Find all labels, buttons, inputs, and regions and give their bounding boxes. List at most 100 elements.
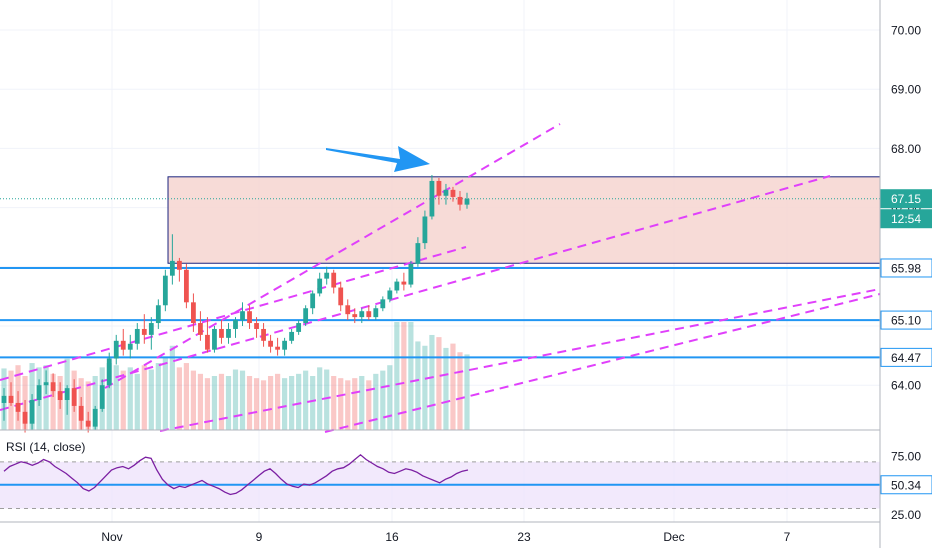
candle-body bbox=[99, 385, 105, 409]
candle-body bbox=[113, 340, 119, 359]
candles-layer bbox=[1, 175, 470, 433]
volume-bar bbox=[204, 378, 211, 430]
volume-bar bbox=[310, 376, 316, 430]
candle-body bbox=[387, 290, 393, 300]
dashed-trendline bbox=[159, 288, 881, 432]
volume-bar bbox=[331, 376, 337, 430]
candle-body bbox=[36, 385, 42, 400]
resistance-zone bbox=[167, 176, 881, 264]
price-badge bbox=[880, 310, 932, 330]
volume-bar bbox=[92, 376, 98, 430]
candle-body bbox=[29, 400, 35, 424]
y-tick-label: 70.00 bbox=[891, 24, 921, 38]
candle-body bbox=[394, 281, 400, 291]
trendline-layer bbox=[0, 123, 881, 433]
candle-body bbox=[212, 328, 217, 350]
candle-body bbox=[64, 388, 70, 400]
volume-bar bbox=[457, 352, 463, 430]
rsi-y-tick-label: 75.00 bbox=[891, 450, 921, 464]
candle-body bbox=[162, 275, 168, 306]
price-badge-text: 64.47 bbox=[891, 351, 921, 365]
volume-bar bbox=[127, 367, 133, 430]
candle-body bbox=[85, 420, 91, 427]
candle-body bbox=[373, 308, 379, 318]
candle-body bbox=[148, 323, 154, 335]
volume-bar bbox=[239, 370, 246, 430]
candle-body bbox=[191, 302, 196, 324]
volume-bar bbox=[317, 367, 323, 430]
candle-body bbox=[401, 281, 407, 285]
candle-body bbox=[226, 328, 231, 338]
candle-body bbox=[205, 334, 210, 350]
candle-body bbox=[345, 305, 351, 315]
price-badge-text: 65.98 bbox=[891, 261, 921, 275]
volume-bar bbox=[267, 376, 274, 430]
volume-bar bbox=[415, 341, 421, 430]
candle-body bbox=[176, 260, 182, 270]
price-badge-text: 67.15 bbox=[891, 192, 921, 206]
resistance-zone-layer bbox=[167, 176, 881, 264]
rsi-badge bbox=[880, 475, 932, 495]
volume-bar bbox=[443, 347, 449, 430]
price-badge bbox=[880, 258, 932, 278]
volume-bar bbox=[141, 365, 147, 430]
candle-body bbox=[338, 287, 344, 306]
support-levels-layer bbox=[0, 198, 880, 359]
candle-body bbox=[422, 216, 428, 244]
x-tick-label: 23 bbox=[517, 530, 531, 544]
price-badge-text: 65.10 bbox=[891, 314, 921, 328]
candle-body bbox=[261, 328, 266, 341]
candle-body bbox=[1, 395, 7, 403]
candle-body bbox=[408, 263, 414, 285]
volume-bar bbox=[429, 334, 435, 430]
volume-bar bbox=[296, 373, 302, 430]
volume-bar bbox=[352, 378, 358, 430]
candle-body bbox=[78, 405, 84, 421]
candle-body bbox=[57, 391, 63, 400]
volume-bar bbox=[155, 363, 161, 430]
price-badge bbox=[880, 347, 932, 367]
candle-body bbox=[169, 260, 175, 276]
candle-body bbox=[127, 343, 133, 350]
candle-body bbox=[282, 340, 288, 350]
candle-body bbox=[352, 314, 358, 318]
volume-bar bbox=[218, 373, 225, 430]
volume-bar bbox=[232, 369, 239, 430]
volume-bar bbox=[134, 373, 140, 430]
candle-body bbox=[233, 320, 238, 329]
volume-bar bbox=[324, 369, 330, 430]
volume-bar bbox=[366, 380, 372, 430]
candle-body bbox=[43, 382, 49, 386]
candle-body bbox=[106, 358, 112, 386]
candle-body bbox=[275, 346, 280, 350]
volume-bar bbox=[289, 376, 295, 430]
volume-bar bbox=[113, 365, 119, 430]
candle-body bbox=[380, 299, 386, 309]
candle-body bbox=[296, 323, 302, 332]
volume-bar bbox=[436, 337, 442, 430]
x-tick-label: 7 bbox=[784, 530, 791, 544]
candle-body bbox=[15, 402, 21, 412]
volume-bar bbox=[106, 363, 112, 430]
candle-body bbox=[331, 272, 337, 288]
candle-body bbox=[92, 408, 98, 427]
volume-bar bbox=[387, 365, 393, 430]
annotation-arrow bbox=[326, 146, 430, 172]
volume-bar bbox=[401, 322, 407, 430]
volume-bar bbox=[422, 345, 428, 430]
volume-bar bbox=[408, 322, 414, 430]
dashed-trendline bbox=[324, 293, 881, 433]
x-tick-label: 16 bbox=[385, 530, 399, 544]
candle-body bbox=[310, 293, 316, 309]
candle-body bbox=[120, 340, 126, 350]
annotation-layer bbox=[326, 146, 430, 172]
volume-bar bbox=[359, 376, 365, 430]
candle-body bbox=[450, 189, 456, 197]
candle-body bbox=[415, 243, 421, 264]
volume-bar bbox=[373, 373, 379, 430]
price-badge bbox=[880, 209, 932, 229]
volume-bar bbox=[197, 373, 204, 430]
x-tick-label: 9 bbox=[256, 530, 263, 544]
candle-body bbox=[134, 328, 140, 344]
